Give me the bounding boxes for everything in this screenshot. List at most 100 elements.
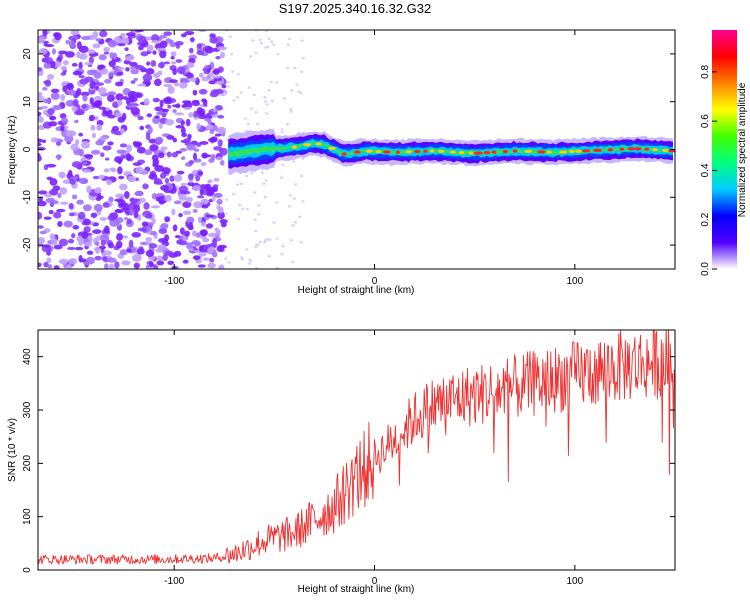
noise-speckle <box>172 104 181 108</box>
noise-speckle <box>97 65 104 70</box>
noise-speckle <box>167 260 175 265</box>
noise-speckle <box>82 94 88 102</box>
faint-speckle <box>295 83 299 86</box>
noise-speckle <box>94 255 102 261</box>
faint-speckle <box>225 198 229 201</box>
noise-speckle <box>201 76 210 82</box>
faint-speckle <box>244 174 248 178</box>
noise-speckle <box>176 66 186 75</box>
spectrogram-y-tick-label: -10 <box>22 190 33 205</box>
noise-speckle <box>170 51 177 57</box>
noise-speckle <box>130 80 136 84</box>
noise-speckle <box>99 136 107 141</box>
noise-speckle <box>179 227 185 235</box>
noise-speckle <box>206 187 215 195</box>
noise-speckle <box>210 136 218 142</box>
noise-speckle <box>94 187 102 194</box>
noise-speckle <box>115 209 122 213</box>
faint-speckle <box>223 92 227 96</box>
noise-speckle <box>50 238 58 246</box>
noise-speckle <box>119 143 128 148</box>
noise-speckle <box>174 112 184 116</box>
noise-speckle <box>175 125 185 129</box>
noise-speckle <box>205 214 215 218</box>
faint-speckle <box>294 183 298 186</box>
noise-speckle <box>168 79 178 84</box>
faint-speckle <box>245 248 249 251</box>
faint-speckle <box>259 42 263 45</box>
spectrogram-y-tick-label: 0 <box>22 146 33 152</box>
noise-speckle <box>134 30 145 33</box>
noise-speckle <box>92 175 100 180</box>
faint-speckle <box>258 240 262 244</box>
noise-speckle <box>209 36 218 44</box>
noise-speckle <box>134 191 143 197</box>
noise-speckle <box>125 67 130 72</box>
noise-speckle <box>65 51 75 58</box>
track-cyan <box>228 138 674 161</box>
noise-speckle <box>159 172 167 179</box>
faint-speckle <box>264 46 268 49</box>
faint-speckle <box>254 51 258 54</box>
noise-speckle <box>209 257 215 263</box>
noise-speckle <box>88 114 95 122</box>
noise-speckle <box>132 162 142 166</box>
noise-speckle <box>119 249 128 256</box>
noise-speckle <box>92 31 99 39</box>
noise-speckle <box>90 212 98 218</box>
noise-speckle <box>116 233 123 241</box>
noise-speckle <box>107 141 114 146</box>
noise-speckle <box>38 153 41 162</box>
snr-panel: -100 0 100 0 100 200 300 400 Height of straigh… <box>7 329 676 595</box>
faint-speckle <box>248 262 252 265</box>
faint-speckle <box>293 66 297 70</box>
noise-speckle <box>145 237 153 242</box>
faint-speckle <box>235 96 239 99</box>
noise-speckle <box>122 96 129 101</box>
noise-speckle <box>95 140 105 146</box>
noise-speckle <box>74 119 79 123</box>
noise-speckle <box>207 262 216 269</box>
faint-speckle <box>230 53 234 56</box>
noise-speckle <box>153 181 164 185</box>
noise-speckle <box>82 218 91 226</box>
noise-speckle <box>116 72 124 76</box>
noise-speckle <box>78 75 86 79</box>
noise-speckle <box>185 118 191 127</box>
faint-speckle <box>262 182 266 185</box>
faint-speckle <box>243 117 247 120</box>
noise-speckle <box>164 177 170 184</box>
noise-speckle <box>127 90 138 99</box>
noise-speckle <box>114 156 124 163</box>
noise-speckle <box>96 124 103 131</box>
faint-speckle <box>290 89 294 92</box>
noise-speckle <box>150 60 157 67</box>
noise-speckle <box>160 223 169 229</box>
faint-speckle <box>226 80 230 84</box>
colorbar-ticks: 0.0 0.2 0.4 0.6 0.8 <box>700 64 717 276</box>
noise-speckle <box>158 122 163 129</box>
noise-speckle <box>56 208 66 213</box>
faint-speckle <box>301 56 305 60</box>
noise-speckle <box>186 62 195 69</box>
noise-speckle <box>66 263 72 269</box>
noise-speckle <box>115 217 124 224</box>
noise-speckle <box>156 260 165 266</box>
faint-speckle <box>289 110 293 113</box>
noise-speckle <box>167 85 175 94</box>
noise-speckle <box>58 238 69 247</box>
noise-speckle <box>71 233 76 239</box>
noise-speckle <box>193 201 203 209</box>
noise-speckle <box>219 160 225 166</box>
snr-y-tick-label: 300 <box>22 401 33 418</box>
noise-speckle <box>62 85 68 93</box>
noise-speckle <box>88 56 94 65</box>
faint-speckle <box>267 255 271 258</box>
noise-speckle <box>49 115 57 121</box>
noise-speckle <box>188 112 194 118</box>
faint-speckle <box>251 39 255 42</box>
faint-speckle <box>291 260 295 264</box>
noise-speckle <box>152 50 157 55</box>
noise-speckle <box>94 116 99 121</box>
track-peak <box>491 150 497 154</box>
